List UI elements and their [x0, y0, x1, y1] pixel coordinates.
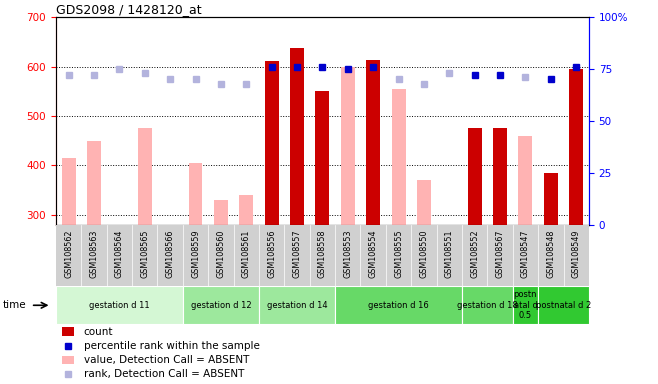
- Text: GSM108551: GSM108551: [445, 230, 454, 278]
- Text: gestation d 16: gestation d 16: [368, 301, 429, 310]
- Text: gestation d 18: gestation d 18: [457, 301, 518, 310]
- Bar: [513, 286, 538, 324]
- Bar: [138, 128, 152, 225]
- Bar: [569, 69, 583, 225]
- Bar: [341, 67, 355, 225]
- Bar: [63, 328, 74, 336]
- Bar: [468, 128, 482, 225]
- Text: GSM108557: GSM108557: [293, 230, 301, 278]
- Text: percentile rank within the sample: percentile rank within the sample: [84, 341, 259, 351]
- Text: GSM108554: GSM108554: [368, 230, 378, 278]
- Bar: [259, 286, 335, 324]
- Text: GSM108563: GSM108563: [89, 230, 99, 278]
- Bar: [56, 286, 183, 324]
- Text: GSM108558: GSM108558: [318, 230, 327, 278]
- Text: GSM108561: GSM108561: [241, 230, 251, 278]
- Text: GSM108567: GSM108567: [495, 230, 505, 278]
- Bar: [493, 128, 507, 225]
- Bar: [392, 89, 405, 225]
- Text: GSM108562: GSM108562: [64, 230, 73, 278]
- Text: GSM108566: GSM108566: [166, 230, 174, 278]
- Text: gestation d 14: gestation d 14: [266, 301, 327, 310]
- Text: GSM108560: GSM108560: [216, 230, 226, 278]
- Text: GSM108565: GSM108565: [140, 230, 149, 278]
- Text: GDS2098 / 1428120_at: GDS2098 / 1428120_at: [56, 3, 201, 16]
- Bar: [183, 286, 259, 324]
- Text: postnatal d 2: postnatal d 2: [536, 301, 591, 310]
- Bar: [214, 200, 228, 225]
- Text: GSM108559: GSM108559: [191, 230, 200, 278]
- Bar: [315, 91, 330, 225]
- Text: postn
atal d
0.5: postn atal d 0.5: [513, 290, 538, 320]
- Text: count: count: [84, 327, 113, 337]
- Text: GSM108556: GSM108556: [267, 230, 276, 278]
- Text: gestation d 12: gestation d 12: [191, 301, 251, 310]
- Text: value, Detection Call = ABSENT: value, Detection Call = ABSENT: [84, 355, 249, 365]
- Bar: [519, 136, 532, 225]
- Text: GSM108548: GSM108548: [546, 230, 555, 278]
- Text: GSM108564: GSM108564: [115, 230, 124, 278]
- Bar: [62, 158, 76, 225]
- Bar: [240, 195, 253, 225]
- Bar: [335, 286, 462, 324]
- Text: GSM108547: GSM108547: [521, 230, 530, 278]
- Bar: [189, 163, 203, 225]
- Bar: [417, 180, 431, 225]
- Text: GSM108550: GSM108550: [419, 230, 428, 278]
- Text: GSM108549: GSM108549: [572, 230, 581, 278]
- Bar: [544, 173, 558, 225]
- Bar: [290, 48, 304, 225]
- Bar: [462, 286, 513, 324]
- Text: GSM108552: GSM108552: [470, 230, 479, 278]
- Bar: [87, 141, 101, 225]
- Bar: [538, 286, 589, 324]
- Bar: [265, 61, 278, 225]
- Bar: [63, 356, 74, 364]
- Bar: [367, 60, 380, 225]
- Text: time: time: [3, 300, 26, 310]
- Text: GSM108553: GSM108553: [343, 230, 352, 278]
- Text: rank, Detection Call = ABSENT: rank, Detection Call = ABSENT: [84, 369, 244, 379]
- Text: gestation d 11: gestation d 11: [89, 301, 149, 310]
- Text: GSM108555: GSM108555: [394, 230, 403, 278]
